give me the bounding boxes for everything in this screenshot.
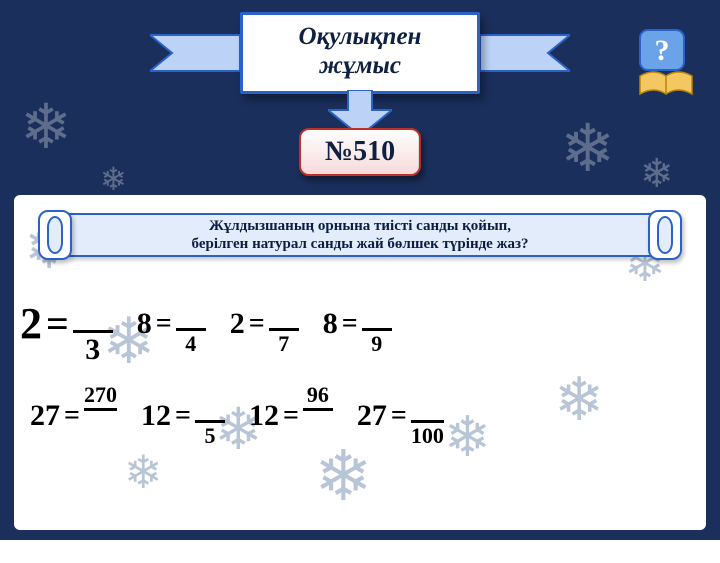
eq-fraction: 270	[84, 384, 117, 447]
eq-fraction: 96	[303, 384, 333, 447]
star-icon	[303, 413, 333, 443]
instruction-scroll: Жұлдызшаның орнына тиісті санды қойып, б…	[38, 210, 682, 260]
eq-denominator: 4	[180, 333, 202, 355]
fraction-bar	[303, 408, 333, 411]
svg-text:?: ?	[655, 34, 670, 67]
star-icon	[362, 292, 392, 322]
equations-area: 2 = 3 8 = 4	[20, 278, 700, 520]
eq-numerator	[412, 384, 442, 418]
eq-denominator: 100	[411, 425, 444, 447]
eq-fraction: 4	[176, 292, 206, 355]
eq-denominator	[85, 413, 115, 447]
eq-denominator: 9	[366, 333, 388, 355]
eq-fraction: 100	[411, 384, 444, 447]
eq-numerator: 270	[84, 384, 117, 406]
title-text: Оқулықпен жұмыс	[299, 23, 422, 79]
eq-denominator: 5	[199, 425, 221, 447]
ribbon-right	[480, 29, 570, 77]
snowflake-icon: ❄	[560, 110, 615, 188]
eq-equals: =	[42, 300, 73, 347]
eq-denominator: 7	[273, 333, 295, 355]
snowflake-icon: ❄	[100, 160, 127, 198]
star-icon	[269, 292, 299, 322]
star-icon	[412, 384, 442, 414]
star-icon	[195, 384, 225, 414]
equation: 2 = 3	[20, 282, 113, 365]
exercise-badge: №510	[299, 128, 421, 176]
equation-row-2: 27 = 270 12 = 5	[30, 384, 444, 447]
eq-fraction: 9	[362, 292, 392, 355]
scroll-left-cap	[38, 210, 72, 260]
star-icon	[85, 413, 115, 443]
fraction-bar	[84, 408, 117, 411]
snowflake-icon: ❄	[20, 90, 72, 164]
eq-fraction: 3	[73, 282, 113, 365]
eq-numerator	[269, 292, 299, 326]
title-box: Оқулықпен жұмыс	[240, 12, 480, 94]
eq-denominator	[303, 413, 333, 447]
eq-fraction: 7	[269, 292, 299, 355]
ribbon-left	[150, 29, 240, 77]
eq-lhs: 27	[30, 399, 60, 433]
eq-denominator: 3	[82, 335, 104, 365]
star-icon	[176, 292, 206, 322]
star-icon	[73, 282, 113, 322]
eq-numerator	[73, 282, 113, 328]
title-ribbon: Оқулықпен жұмыс	[150, 12, 570, 94]
equation-row-1: 2 = 3 8 = 4	[20, 282, 392, 365]
help-book-icon: ?	[634, 28, 698, 103]
instruction-text: Жұлдызшаның орнына тиісті санды қойып, б…	[68, 213, 652, 257]
eq-fraction: 5	[195, 384, 225, 447]
eq-numerator	[195, 384, 225, 418]
scroll-right-cap	[648, 210, 682, 260]
snowflake-icon: ❄	[640, 150, 674, 197]
eq-numerator	[176, 292, 206, 326]
eq-numerator: 96	[307, 384, 329, 406]
eq-equals: =	[60, 400, 84, 432]
eq-lhs: 2	[20, 298, 42, 349]
exercise-number: №510	[325, 136, 395, 167]
equation: 27 = 270	[30, 384, 117, 447]
slide: ❄❄❄❄❄ ❄❄❄❄❄❄❄❄ Оқулықпен жұмыс №510	[0, 0, 720, 540]
eq-numerator	[362, 292, 392, 326]
